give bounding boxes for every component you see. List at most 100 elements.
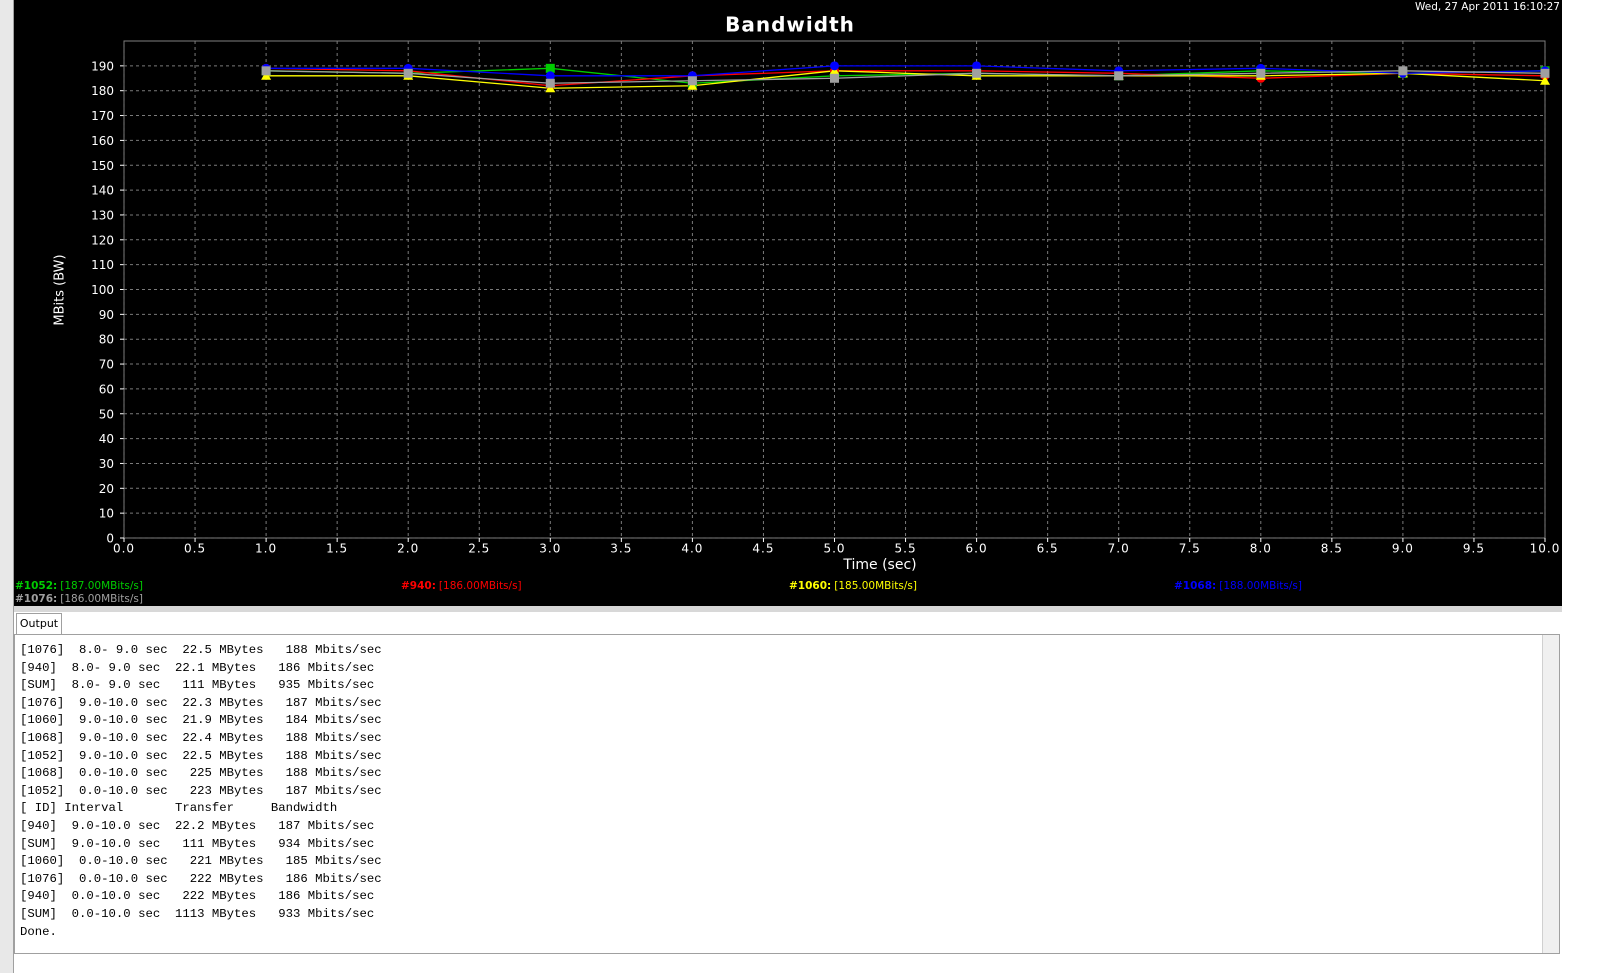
series-line (266, 70, 1546, 89)
y-tick-label: 150 (91, 159, 114, 173)
y-axis-label: MBits (BW) (53, 254, 68, 325)
x-tick-label: 9.0 (1392, 542, 1414, 556)
output-line: [1076] 0.0-10.0 sec 222 MBytes 186 Mbits… (20, 871, 382, 886)
legend-name: #1076 (15, 593, 53, 605)
x-axis-label: Time (sec) (842, 557, 916, 573)
output-line: [1052] 9.0-10.0 sec 22.5 MBytes 188 Mbit… (20, 748, 382, 763)
legend-colon: : (432, 580, 436, 592)
output-line: [1068] 0.0-10.0 sec 225 MBytes 188 Mbits… (20, 766, 382, 781)
marker (1540, 68, 1550, 78)
legend-entry: #1076: [186.00MBits/s] (15, 593, 143, 605)
chart-background (14, 0, 1562, 606)
x-tick-label: 4.5 (752, 542, 774, 556)
splitter[interactable] (14, 606, 1562, 612)
marker (545, 71, 555, 81)
legend-value: [185.00MBits/s] (834, 580, 917, 592)
marker (830, 61, 839, 71)
y-tick-label: 100 (91, 283, 114, 297)
y-tick-label: 140 (91, 184, 114, 198)
legend-value: [187.00MBits/s] (60, 580, 143, 592)
y-tick-label: 180 (91, 84, 114, 98)
y-tick-label: 90 (99, 308, 114, 322)
x-tick-label: 2.0 (397, 542, 419, 556)
marker (1398, 66, 1408, 76)
marker (261, 66, 271, 76)
y-tick-label: 0 (106, 532, 114, 546)
marker (972, 61, 982, 71)
x-tick-label: 5.5 (895, 542, 917, 556)
x-tick-label: 1.0 (255, 542, 277, 556)
y-tick-label: 190 (91, 59, 114, 73)
chart: Bandwidth Wed, 27 Apr 2011 16:10:27 Time… (14, 0, 1562, 606)
output-line: [SUM] 8.0- 9.0 sec 111 MBytes 935 Mbits/… (20, 678, 375, 693)
y-tick-label: 120 (91, 233, 114, 247)
legend-colon: : (827, 580, 831, 592)
y-tick-label: 20 (99, 482, 114, 496)
legend-colon: : (53, 593, 57, 605)
x-tick-label: 4.0 (681, 542, 703, 556)
marker (687, 76, 697, 86)
marker (1256, 68, 1266, 78)
x-tick-label: 8.0 (1250, 542, 1272, 556)
y-tick-label: 10 (99, 507, 114, 521)
x-tick-label: 10.0 (1530, 542, 1561, 556)
y-tick-label: 50 (99, 407, 114, 421)
legend-name: #940 (401, 580, 432, 592)
output-line: [1060] 0.0-10.0 sec 221 MBytes 185 Mbits… (20, 854, 382, 869)
x-tick-label: 7.0 (1108, 542, 1130, 556)
marker (545, 63, 555, 73)
output-line: [940] 0.0-10.0 sec 222 MBytes 186 Mbits/… (20, 889, 375, 904)
output-line: [1052] 0.0-10.0 sec 223 MBytes 187 Mbits… (20, 783, 382, 798)
y-tick-label: 130 (91, 208, 114, 222)
output-tab[interactable]: Output (16, 613, 62, 634)
legend-name: #1060 (789, 580, 827, 592)
legend-entry: #940: [186.00MBits/s] (401, 580, 522, 592)
legend-colon: : (53, 580, 57, 592)
marker (1114, 71, 1124, 81)
x-tick-label: 0.0 (113, 542, 135, 556)
y-tick-label: 40 (99, 432, 114, 446)
marker (830, 73, 839, 83)
output-line: [940] 8.0- 9.0 sec 22.1 MBytes 186 Mbits… (20, 660, 375, 675)
legend-value: [188.00MBits/s] (1219, 580, 1302, 592)
right-margin (1562, 0, 1606, 973)
x-tick-label: 5.0 (823, 542, 845, 556)
legend-value: [186.00MBits/s] (439, 580, 522, 592)
legend-colon: : (1212, 580, 1216, 592)
output-scrollbar[interactable] (1542, 635, 1559, 953)
y-tick-label: 80 (99, 333, 114, 347)
series-line (266, 65, 1546, 77)
x-tick-label: 9.5 (1463, 542, 1485, 556)
output-line: [1068] 9.0-10.0 sec 22.4 MBytes 188 Mbit… (20, 730, 382, 745)
legend-name: #1068 (1174, 580, 1212, 592)
legend-value: [186.00MBits/s] (60, 593, 143, 605)
x-tick-label: 7.5 (1179, 542, 1201, 556)
output-line: Done. (20, 924, 57, 939)
y-tick-label: 30 (99, 457, 114, 471)
output-line: [1076] 8.0- 9.0 sec 22.5 MBytes 188 Mbit… (20, 643, 382, 657)
x-tick-label: 8.5 (1321, 542, 1343, 556)
output-line: [SUM] 9.0-10.0 sec 111 MBytes 934 Mbits/… (20, 836, 375, 851)
x-tick-label: 3.5 (610, 542, 632, 556)
left-scrollbar[interactable] (0, 0, 14, 973)
output-line: [1060] 9.0-10.0 sec 21.9 MBytes 184 Mbit… (20, 713, 382, 728)
output-line: [ ID] Interval Transfer Bandwidth (20, 801, 338, 816)
marker (403, 68, 413, 78)
output-lines: [1076] 8.0- 9.0 sec 22.5 MBytes 188 Mbit… (20, 642, 382, 941)
output-panel: [1076] 8.0- 9.0 sec 22.5 MBytes 188 Mbit… (14, 634, 1560, 954)
y-tick-label: 60 (99, 382, 114, 396)
chart-title: Bandwidth (725, 13, 855, 37)
legend-entry: #1068: [188.00MBits/s] (1174, 580, 1302, 592)
timestamp: Wed, 27 Apr 2011 16:10:27 (1415, 1, 1560, 13)
legend-entry: #1060: [185.00MBits/s] (789, 580, 917, 592)
legend-entry: #1052: [187.00MBits/s] (15, 580, 143, 592)
marker (545, 78, 555, 88)
x-tick-label: 6.5 (1037, 542, 1059, 556)
output-line: [1076] 9.0-10.0 sec 22.3 MBytes 187 Mbit… (20, 695, 382, 710)
series-line (266, 70, 1546, 84)
output-line: [940] 9.0-10.0 sec 22.2 MBytes 187 Mbits… (20, 818, 375, 833)
y-tick-label: 70 (99, 358, 114, 372)
x-tick-label: 0.5 (184, 542, 206, 556)
legend-name: #1052 (15, 580, 53, 592)
